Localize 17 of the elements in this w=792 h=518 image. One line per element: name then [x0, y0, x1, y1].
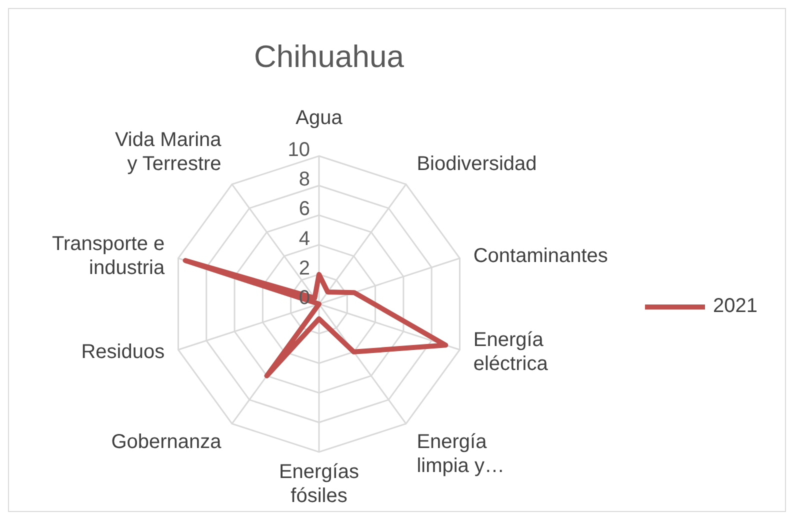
spoke-label: Energías fósiles [278, 461, 360, 507]
spoke-label: Residuos [81, 341, 165, 364]
y-tick-label: 2 [298, 257, 310, 280]
spoke-label: Agua [296, 107, 344, 129]
chart-title: Chihuahua [253, 39, 405, 75]
spoke-label: Contaminantes [473, 244, 608, 267]
y-tick-label: 6 [298, 198, 310, 220]
spoke-label: Energía eléctrica [473, 329, 549, 376]
spoke-label: Biodiversidad [416, 152, 537, 175]
spoke-label: Vida Marina y Terrestre [114, 128, 222, 175]
legend-label: 2021 [713, 295, 758, 318]
y-tick-label: 4 [298, 228, 310, 250]
y-tick-label: 10 [288, 139, 310, 161]
y-tick-label: 8 [298, 168, 310, 191]
spoke-label: Transporte e industria [52, 232, 166, 279]
spoke-label: Energía limpia y… [416, 431, 504, 478]
spoke-label: Gobernanza [111, 431, 222, 454]
